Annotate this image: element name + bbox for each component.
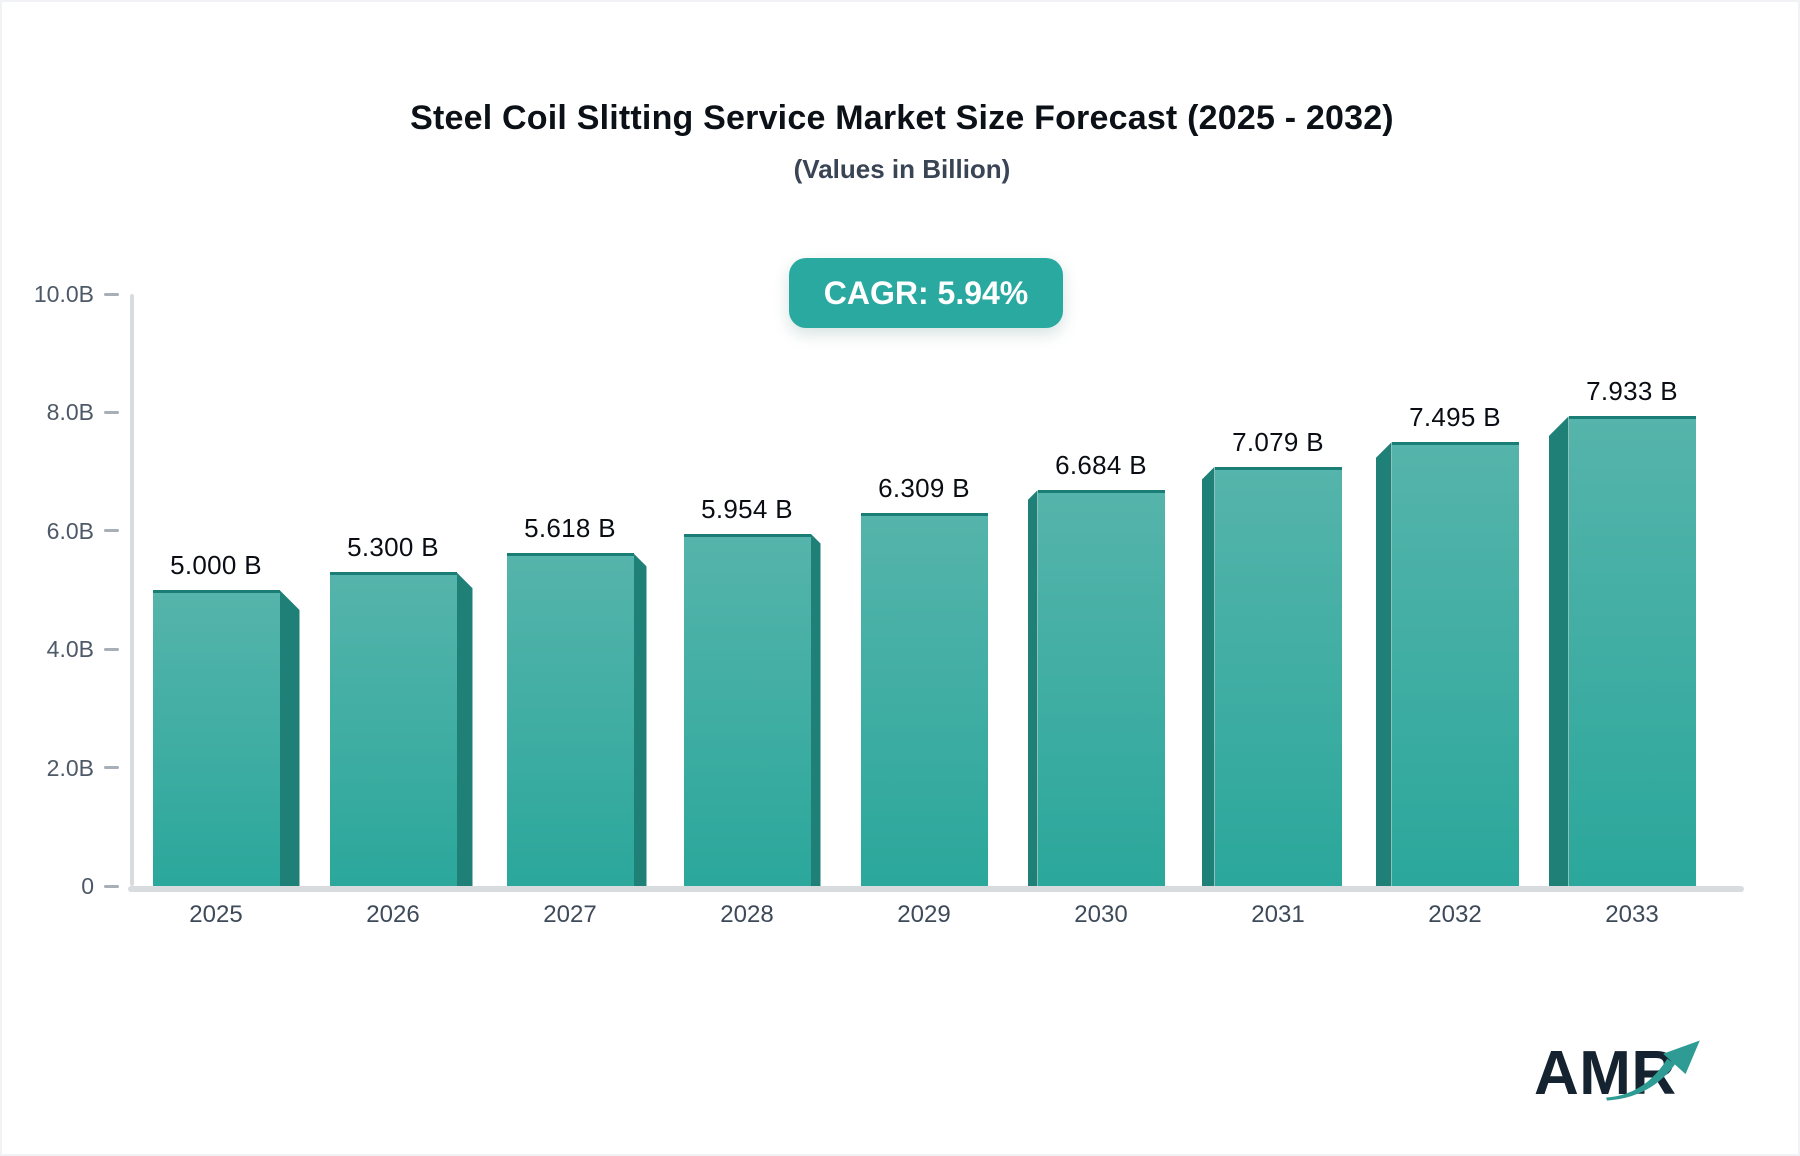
- x-tick-label: 2027: [543, 901, 597, 928]
- bar-side: [1375, 442, 1392, 886]
- cagr-badge: CAGR: 5.94%: [789, 258, 1063, 328]
- brand-logo-text: AMR: [1534, 1039, 1677, 1108]
- x-tick-label: 2032: [1428, 901, 1482, 928]
- y-tick-label: 10.0B: [33, 281, 94, 307]
- y-tick-label: 4.0B: [46, 636, 94, 663]
- chart-title: Steel Coil Slitting Service Market Size …: [410, 99, 1394, 137]
- chart-subtitle: (Values in Billion): [793, 154, 1011, 184]
- y-tick-label: 8.0B: [46, 399, 94, 426]
- bar-2027: [506, 553, 634, 886]
- x-tick-label: 2028: [720, 901, 774, 928]
- bar-side: [456, 572, 473, 886]
- bar-side: [633, 553, 647, 886]
- bar-value-label: 6.684 B: [1055, 450, 1147, 481]
- bar-side: [1027, 490, 1038, 886]
- bar-side: [1548, 416, 1569, 886]
- growth-arrow-icon: [1606, 1040, 1700, 1101]
- y-tick-mark: [104, 766, 119, 770]
- bar-value-label: 5.954 B: [701, 493, 793, 524]
- bar-2026: [329, 572, 457, 886]
- y-tick-label: 6.0B: [46, 517, 94, 544]
- bar-value-label: 5.618 B: [524, 513, 616, 544]
- x-axis-line: [128, 886, 1744, 892]
- y-tick-mark: [104, 647, 119, 651]
- bar-2033: [1568, 416, 1696, 886]
- bar-2032: [1391, 442, 1519, 886]
- y-axis-line: [130, 294, 134, 886]
- y-tick-mark: [104, 529, 119, 533]
- y-tick-mark: [104, 410, 119, 414]
- bar-value-label: 5.000 B: [170, 550, 262, 580]
- bar-value-label: 7.495 B: [1409, 402, 1501, 433]
- y-tick-label: 0: [81, 873, 94, 899]
- bar-side: [279, 590, 300, 886]
- bar-value-label: 7.933 B: [1586, 376, 1678, 407]
- x-tick-label: 2029: [897, 901, 951, 928]
- y-tick-label: 2.0B: [46, 754, 94, 781]
- y-tick-mark: [104, 884, 119, 888]
- bar-side: [1201, 466, 1215, 886]
- bar-2031: [1214, 466, 1342, 886]
- x-tick-label: 2025: [189, 901, 243, 928]
- bar-value-label: 5.300 B: [347, 532, 439, 563]
- bar-2030: [1037, 490, 1165, 886]
- bar-value-label: 7.079 B: [1232, 426, 1324, 457]
- bar-side: [810, 533, 821, 886]
- bar-value-label: 6.309 B: [878, 472, 970, 503]
- x-tick-label: 2026: [366, 901, 420, 928]
- x-tick-label: 2031: [1251, 901, 1305, 928]
- bar-2025: [152, 590, 280, 886]
- brand-logo: AMR: [1522, 1032, 1732, 1128]
- bar-2028: [683, 533, 811, 886]
- y-tick-mark: [104, 292, 119, 296]
- x-tick-label: 2030: [1074, 901, 1128, 928]
- x-tick-label: 2033: [1605, 901, 1659, 928]
- bar-2029: [860, 512, 988, 886]
